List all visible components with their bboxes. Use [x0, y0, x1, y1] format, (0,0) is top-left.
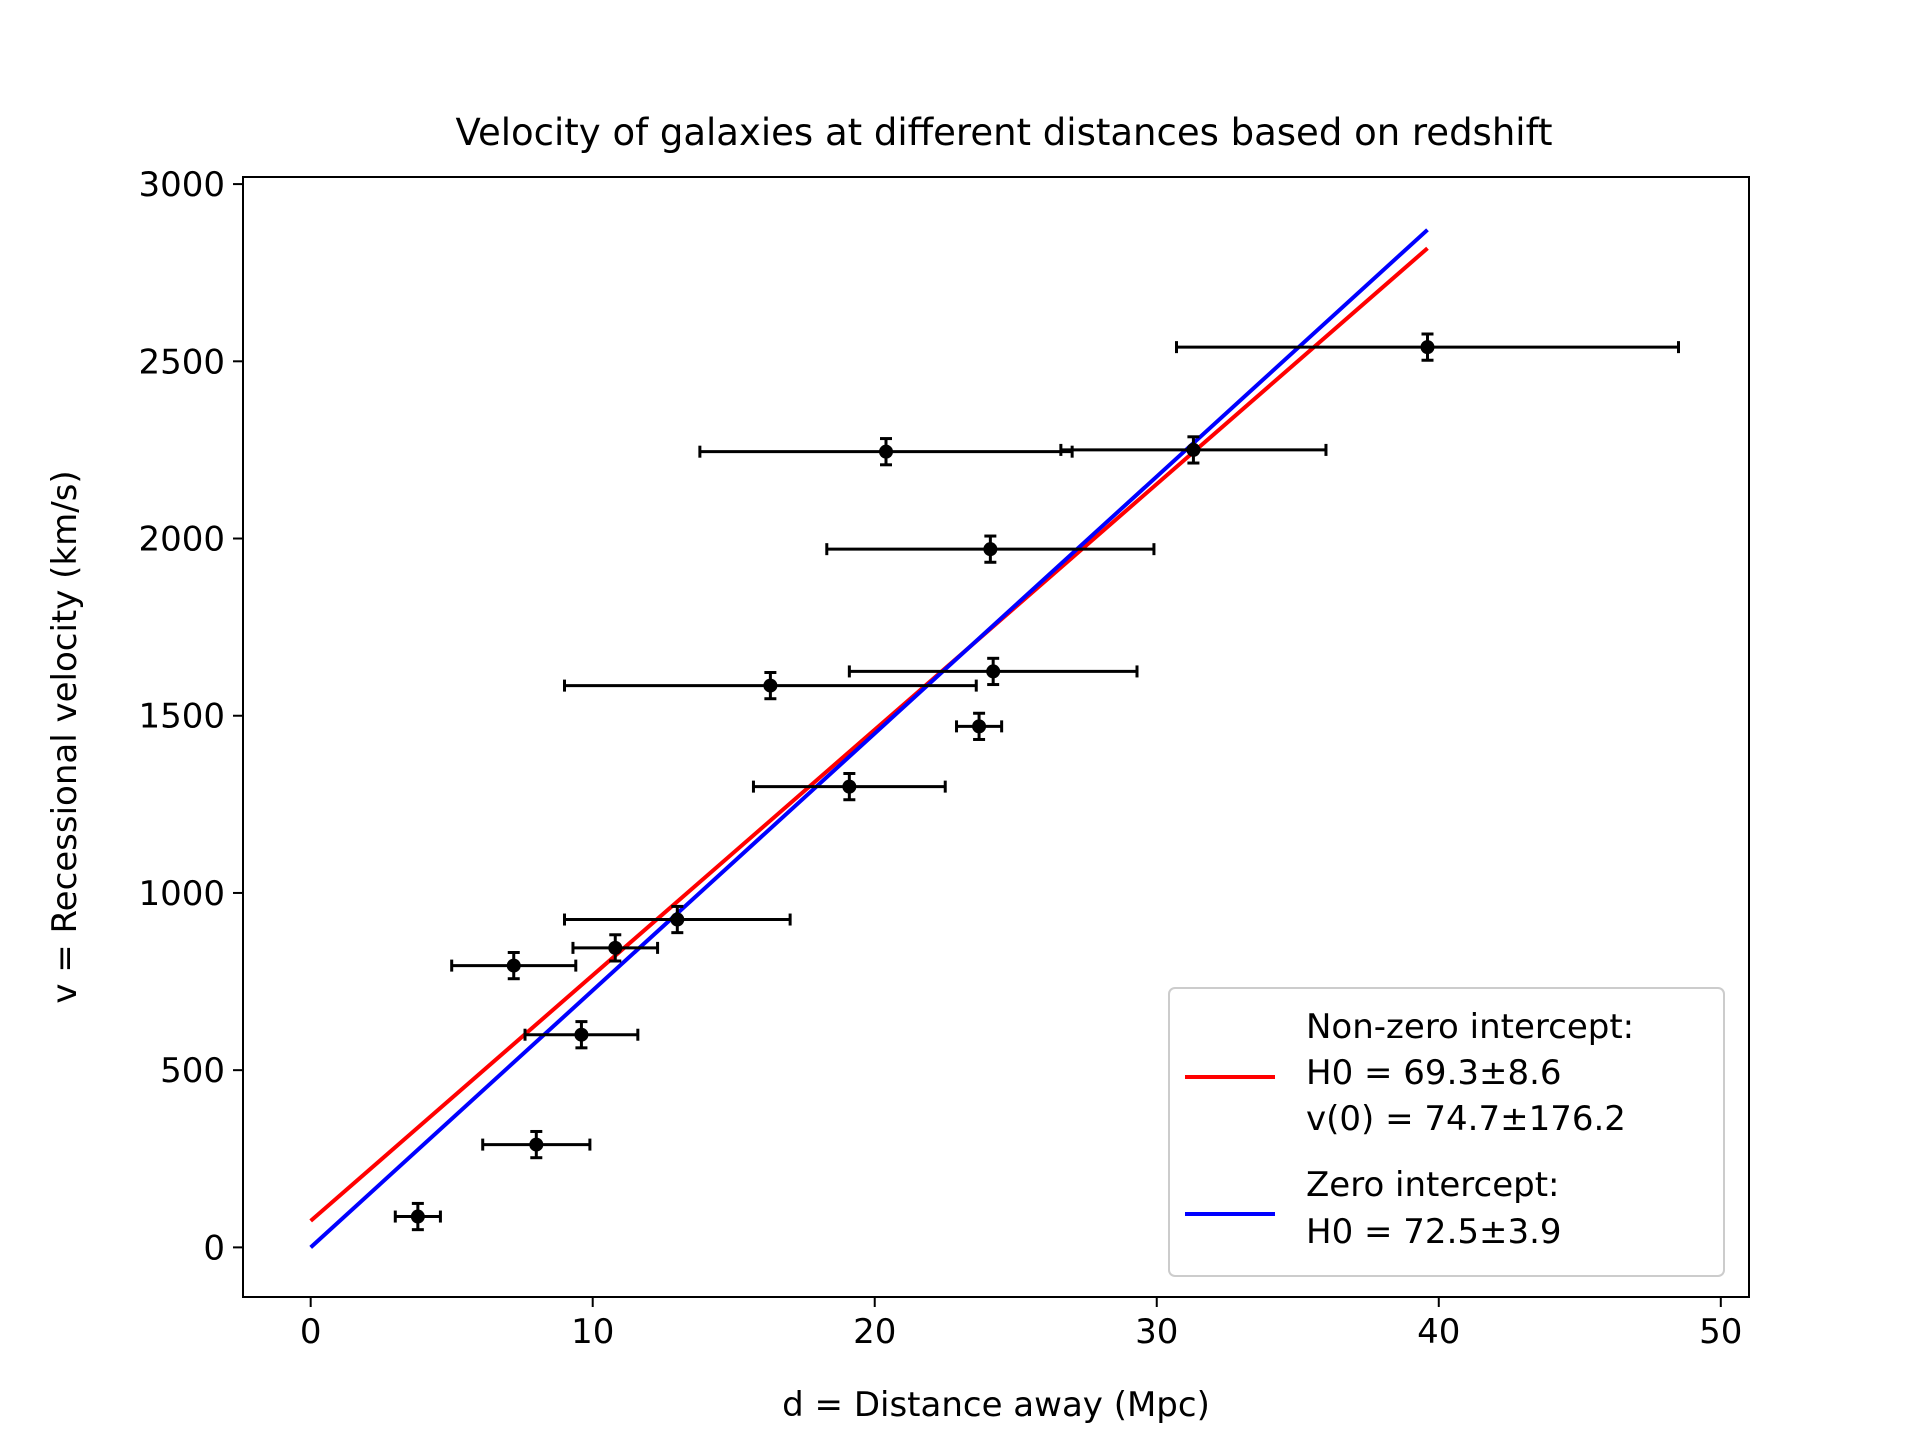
- data-point: [481, 1129, 592, 1160]
- data-point: [751, 772, 947, 802]
- data-point: [825, 534, 1156, 564]
- point-marker: [763, 678, 778, 693]
- data-point: [847, 656, 1139, 687]
- x-axis: 0 10 20 30 40 50: [300, 1297, 1742, 1352]
- data-point: [955, 711, 1004, 741]
- data-point: [1174, 332, 1680, 362]
- point-marker: [410, 1209, 425, 1224]
- legend-label-zero: Zero intercept: H0 = 72.5±3.9: [1306, 1165, 1570, 1252]
- data-points: [393, 332, 1680, 1232]
- data-point: [563, 904, 792, 935]
- y-tick-label: 500: [160, 1051, 225, 1091]
- point-marker: [972, 719, 987, 734]
- point-marker: [1186, 442, 1201, 457]
- y-axis: 0 500 1000 1500 2000 2500 3000: [138, 165, 243, 1268]
- data-point: [1059, 435, 1328, 465]
- data-point: [698, 437, 1074, 467]
- legend-label-nonzero: Non-zero intercept: H0 = 69.3±8.6 v(0) =…: [1306, 1007, 1645, 1139]
- fit-line: [309, 246, 1429, 1223]
- point-marker: [506, 958, 521, 973]
- y-axis-label: v = Recessional velocity (km/s): [45, 470, 85, 1003]
- point-marker: [574, 1027, 589, 1042]
- fit-line: [309, 228, 1429, 1249]
- x-tick-label: 0: [300, 1312, 322, 1352]
- x-tick-label: 20: [853, 1312, 896, 1352]
- y-tick-label: 2000: [138, 520, 225, 560]
- x-axis-label: d = Distance away (Mpc): [782, 1385, 1210, 1425]
- axes-frame: [242, 176, 1750, 1298]
- x-tick-label: 50: [1699, 1312, 1742, 1352]
- point-marker: [1420, 340, 1435, 355]
- point-marker: [879, 444, 894, 459]
- plot-area: 0 10 20 30 40 50 0 500 1000 1500 2000 2500 3000: [138, 165, 1750, 1352]
- point-marker: [529, 1137, 544, 1152]
- point-marker: [842, 779, 857, 794]
- x-tick-label: 30: [1135, 1312, 1178, 1352]
- data-point: [571, 933, 660, 963]
- legend: Non-zero intercept: H0 = 69.3±8.6 v(0) =…: [1168, 987, 1725, 1277]
- y-tick-label: 3000: [138, 165, 225, 205]
- chart-title: Velocity of galaxies at different distan…: [456, 111, 1553, 154]
- y-tick-label: 2500: [138, 342, 225, 382]
- point-marker: [983, 542, 998, 557]
- fit-lines: [309, 228, 1429, 1249]
- data-point: [393, 1201, 442, 1232]
- data-point: [523, 1020, 640, 1050]
- data-point: [450, 950, 578, 981]
- legend-box: [1168, 987, 1725, 1277]
- x-tick-label: 40: [1417, 1312, 1460, 1352]
- data-point: [563, 670, 978, 701]
- y-tick-label: 1500: [138, 697, 225, 737]
- point-marker: [986, 664, 1001, 679]
- y-tick-label: 0: [203, 1228, 225, 1268]
- x-tick-label: 10: [571, 1312, 614, 1352]
- point-marker: [608, 940, 623, 955]
- y-tick-label: 1000: [138, 874, 225, 914]
- point-marker: [670, 912, 685, 927]
